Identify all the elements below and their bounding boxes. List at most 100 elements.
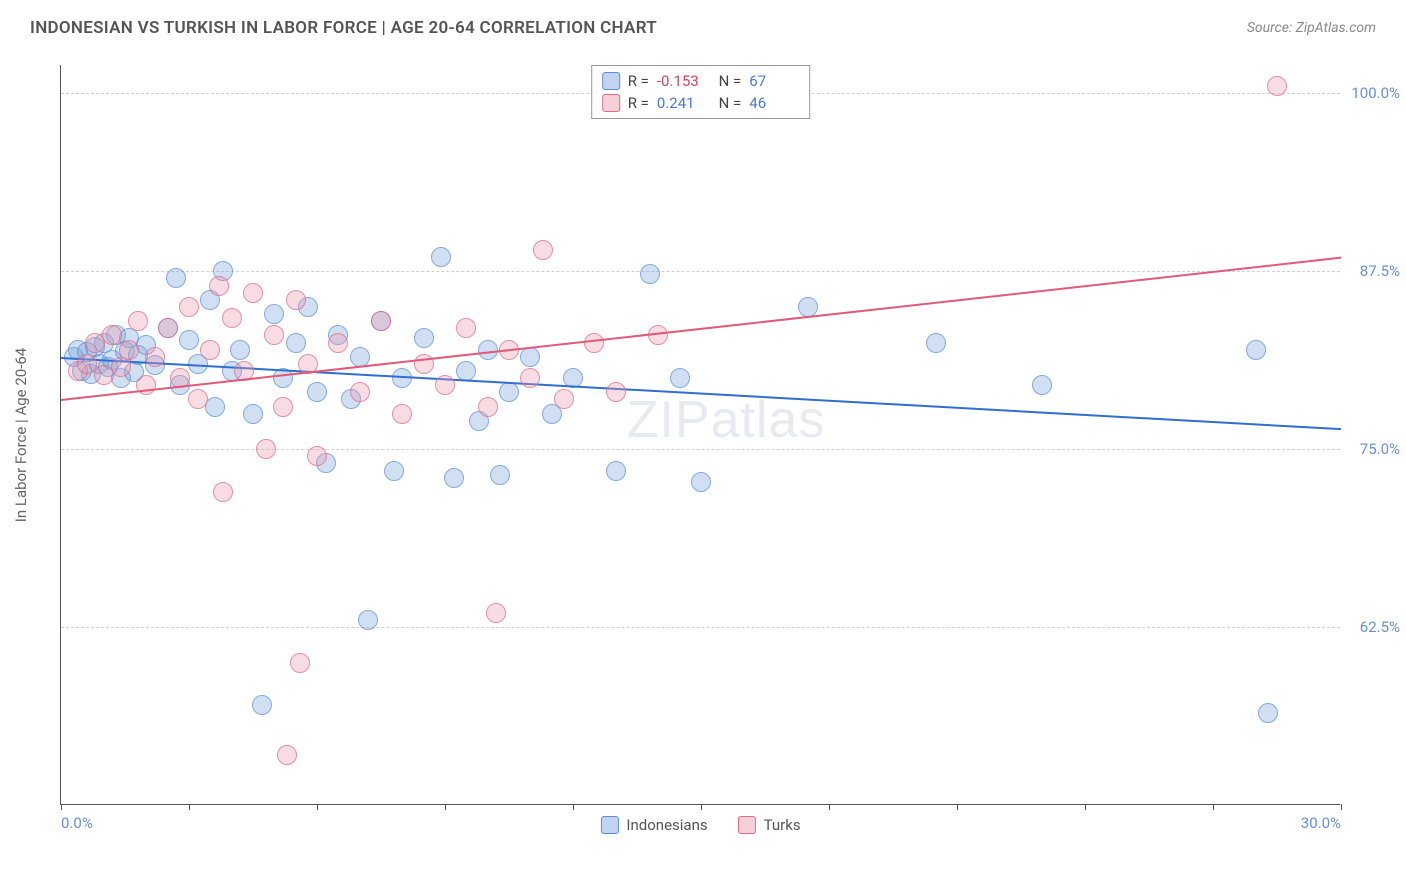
scatter-point [200, 340, 220, 360]
x-tick [189, 804, 190, 810]
legend-swatch [738, 816, 756, 834]
scatter-point [520, 368, 540, 388]
scatter-point [691, 472, 711, 492]
source-attribution: Source: ZipAtlas.com [1247, 20, 1376, 36]
x-tick-label: 0.0% [61, 814, 93, 832]
scatter-point [273, 397, 293, 417]
scatter-point [290, 653, 310, 673]
scatter-point [1267, 76, 1287, 96]
stat-n-label: N = [715, 94, 741, 112]
scatter-point [1246, 340, 1266, 360]
series-legend: Indonesians Turks [600, 816, 800, 834]
correlation-legend: R =-0.153 N =67R =0.241 N =46 [591, 65, 811, 119]
scatter-point [926, 333, 946, 353]
stat-r-value: -0.153 [657, 72, 707, 90]
scatter-point [179, 330, 199, 350]
scatter-point [648, 325, 668, 345]
scatter-point [384, 461, 404, 481]
scatter-point [166, 268, 186, 288]
x-tick [61, 804, 62, 810]
scatter-point [119, 340, 139, 360]
scatter-point [252, 695, 272, 715]
stat-r-value: 0.241 [657, 94, 707, 112]
scatter-point [286, 333, 306, 353]
scatter-point [554, 389, 574, 409]
scatter-point [444, 468, 464, 488]
plot-area: In Labor Force | Age 20-64 ZIPatlas R =-… [60, 65, 1340, 805]
scatter-point [205, 397, 225, 417]
chart-container: In Labor Force | Age 20-64 ZIPatlas R =-… [60, 55, 1380, 825]
stat-n-label: N = [715, 72, 741, 90]
y-tick-label: 62.5% [1345, 618, 1400, 636]
scatter-point [264, 304, 284, 324]
stat-n-value: 67 [749, 72, 799, 90]
legend-swatch [600, 816, 618, 834]
stat-r-label: R = [628, 72, 649, 90]
scatter-point [358, 610, 378, 630]
scatter-point [456, 318, 476, 338]
x-tick [1341, 804, 1342, 810]
scatter-point [102, 325, 122, 345]
stat-r-label: R = [628, 94, 649, 112]
scatter-point [584, 333, 604, 353]
legend-item: Indonesians [600, 816, 707, 834]
scatter-point [145, 347, 165, 367]
scatter-point [209, 276, 229, 296]
x-tick [701, 804, 702, 810]
x-tick [1085, 804, 1086, 810]
scatter-point [533, 240, 553, 260]
x-tick [445, 804, 446, 810]
y-tick-label: 75.0% [1345, 440, 1400, 458]
scatter-point [392, 404, 412, 424]
y-axis-label: In Labor Force | Age 20-64 [12, 347, 30, 521]
scatter-point [328, 333, 348, 353]
y-tick-label: 100.0% [1345, 84, 1400, 102]
scatter-point [188, 389, 208, 409]
scatter-point [222, 308, 242, 328]
scatter-point [490, 465, 510, 485]
scatter-point [277, 745, 297, 765]
x-tick [317, 804, 318, 810]
scatter-point [307, 446, 327, 466]
scatter-point [128, 311, 148, 331]
scatter-point [478, 397, 498, 417]
x-tick [1213, 804, 1214, 810]
scatter-point [670, 368, 690, 388]
x-tick [829, 804, 830, 810]
scatter-point [431, 247, 451, 267]
x-tick [573, 804, 574, 810]
scatter-point [798, 297, 818, 317]
scatter-point [520, 347, 540, 367]
legend-label: Indonesians [626, 816, 707, 834]
legend-stats-row: R =0.241 N =46 [602, 92, 800, 114]
legend-label: Turks [764, 816, 801, 834]
gridline [61, 271, 1340, 272]
scatter-point [371, 311, 391, 331]
scatter-point [243, 404, 263, 424]
scatter-point [213, 482, 233, 502]
x-tick [957, 804, 958, 810]
scatter-point [1032, 375, 1052, 395]
scatter-point [307, 382, 327, 402]
scatter-point [1258, 703, 1278, 723]
scatter-point [158, 318, 178, 338]
legend-item: Turks [738, 816, 801, 834]
legend-swatch [602, 72, 620, 90]
scatter-point [499, 382, 519, 402]
scatter-point [111, 357, 131, 377]
scatter-point [486, 603, 506, 623]
trend-line [61, 257, 1341, 401]
scatter-point [435, 375, 455, 395]
chart-title: INDONESIAN VS TURKISH IN LABOR FORCE | A… [30, 18, 657, 38]
scatter-point [286, 290, 306, 310]
legend-swatch [602, 94, 620, 112]
scatter-point [606, 461, 626, 481]
gridline [61, 627, 1340, 628]
scatter-point [264, 325, 284, 345]
scatter-point [179, 297, 199, 317]
scatter-point [456, 361, 476, 381]
scatter-point [478, 340, 498, 360]
scatter-point [606, 382, 626, 402]
scatter-point [230, 340, 250, 360]
legend-stats-row: R = -0.153 N = 67 [602, 70, 800, 92]
